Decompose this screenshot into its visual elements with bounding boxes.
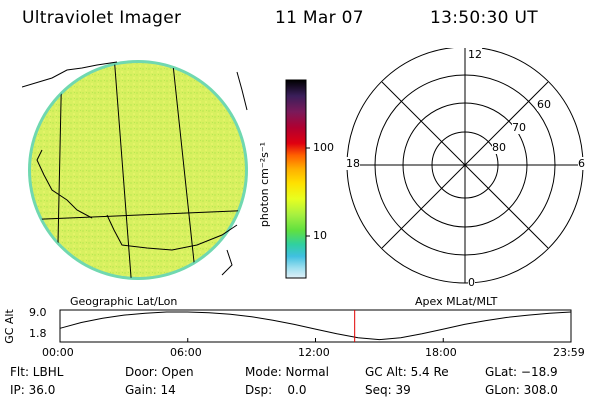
geographic-image-panel (22, 60, 248, 280)
mlat-label-70: 70 (512, 121, 526, 134)
status-seq: Seq: 39 (365, 383, 411, 397)
status-ip: IP: 36.0 (10, 383, 56, 397)
altitude-ytick-1-8: 1.8 (29, 327, 47, 340)
geo-panel-label: Geographic Lat/Lon (70, 295, 178, 308)
altitude-xtick: 00:00 (42, 346, 74, 359)
altitude-ytick-9: 9.0 (29, 306, 47, 319)
polar-plot (346, 48, 584, 284)
altitude-plot (59, 309, 572, 343)
longitude-line (113, 62, 133, 278)
colorbar-gradient (285, 79, 307, 279)
status-glon: GLon: 308.0 (485, 383, 558, 397)
mlat-label-80: 80 (492, 141, 506, 154)
status-gain: Gain: 14 (125, 383, 176, 397)
latitude-line (30, 209, 246, 221)
coastline (22, 61, 248, 276)
altitude-ylabel: GC Alt (2, 309, 16, 344)
longitude-line (171, 62, 198, 278)
status-filter: Flt: LBHL (10, 365, 64, 379)
status-door: Door: Open (125, 365, 194, 379)
app-title: Ultraviolet Imager (22, 8, 182, 28)
altitude-xtick: 18:00 (425, 346, 457, 359)
mlt-label-18: 18 (346, 157, 360, 170)
status-glat: GLat: −18.9 (485, 365, 558, 379)
mlt-label-12: 12 (468, 48, 482, 61)
image-disc (31, 63, 245, 277)
mlt-label-0: 0 (468, 276, 475, 289)
altitude-plot-frame (59, 309, 572, 343)
status-mode: Mode: Normal (245, 365, 329, 379)
altitude-xtick: 12:00 (298, 346, 330, 359)
colorbar (285, 79, 310, 279)
colorbar-unit-label: photon cm⁻²s⁻¹ (258, 141, 272, 228)
status-dsp: Dsp: 0.0 (245, 383, 307, 397)
mlat-label-60: 60 (537, 98, 551, 111)
date-label: 11 Mar 07 (275, 8, 364, 28)
colorbar-tick-100: 100 (313, 141, 334, 154)
altitude-xtick: 23:59 (553, 346, 585, 359)
time-label: 13:50:30 UT (430, 8, 538, 28)
altitude-series-line (59, 311, 572, 341)
polar-diagonal (381, 81, 549, 249)
colorbar-tick-10: 10 (313, 229, 327, 242)
altitude-xtick: 06:00 (170, 346, 202, 359)
mlt-label-6: 6 (578, 157, 585, 170)
polar-panel-label: Apex MLat/MLT (415, 295, 498, 308)
status-gc-alt: GC Alt: 5.4 Re (365, 365, 449, 379)
